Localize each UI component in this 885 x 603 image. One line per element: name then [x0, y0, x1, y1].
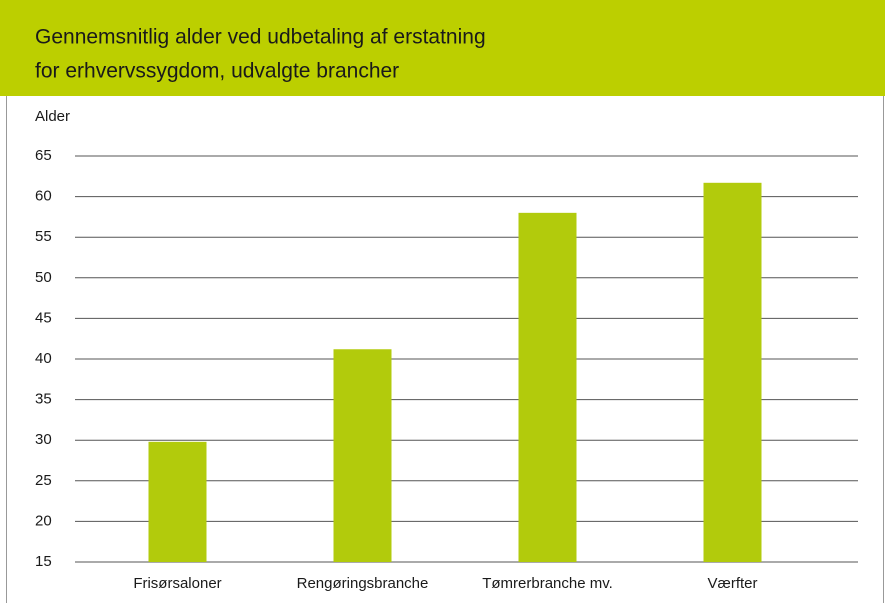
- y-tick-label: 35: [35, 391, 52, 408]
- y-tick-label: 65: [35, 147, 52, 164]
- x-tick-label: Tømrerbranche mv.: [482, 575, 613, 592]
- x-tick-label: Rengøringsbranche: [297, 575, 429, 592]
- bar: [333, 349, 392, 562]
- y-axis-label: Alder: [35, 108, 70, 125]
- y-tick-label: 15: [35, 553, 52, 570]
- chart-title: Gennemsnitlig alder ved udbetaling af er…: [35, 26, 486, 49]
- y-tick-label: 50: [35, 269, 52, 286]
- y-tick-label: 30: [35, 431, 52, 448]
- y-tick-label: 40: [35, 350, 52, 367]
- header-band: [0, 0, 885, 96]
- bar: [518, 212, 577, 562]
- y-tick-label: 55: [35, 228, 52, 245]
- y-tick-label: 20: [35, 512, 52, 529]
- x-tick-label: Frisørsaloner: [133, 575, 221, 592]
- y-tick-label: 60: [35, 188, 52, 205]
- y-tick-label: 45: [35, 309, 52, 326]
- bar: [703, 182, 762, 562]
- x-tick-label: Værfter: [707, 575, 757, 592]
- bar: [148, 441, 207, 562]
- y-tick-label: 25: [35, 472, 52, 489]
- chart-title: for erhvervssygdom, udvalgte brancher: [35, 60, 399, 83]
